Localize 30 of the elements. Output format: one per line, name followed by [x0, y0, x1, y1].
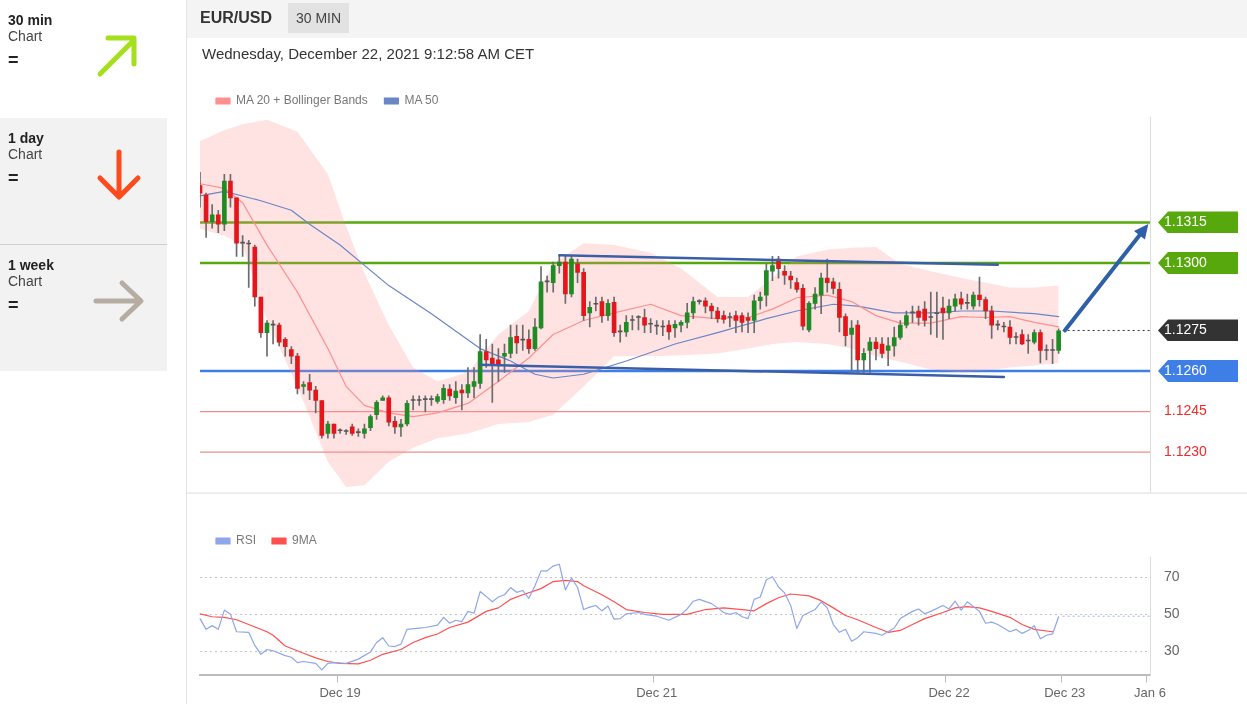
x-tick-label: Dec 21: [636, 684, 678, 700]
x-tick-label: Dec 19: [319, 684, 361, 700]
legend-label: MA 50: [404, 93, 439, 108]
y-tick-label: 1.1275: [1164, 321, 1208, 338]
y-tick-label: 1.1315: [1164, 213, 1208, 230]
y-tick-label: 1.1260: [1164, 361, 1208, 378]
x-tick-label: Jan 6: [1134, 684, 1166, 700]
y-tick-label: 1.1230: [1164, 442, 1208, 459]
text: Chart: [8, 146, 44, 162]
text: 30 min: [8, 12, 54, 28]
x-tick-label: Dec 22: [928, 684, 970, 700]
y-tick-label: 50: [1164, 605, 1180, 622]
text: =: [8, 168, 20, 189]
text: 1 day: [8, 130, 45, 146]
y-tick-label: 1.1245: [1164, 402, 1208, 419]
chart-subtitle: Wednesday, December 22, 2021 9:12:58 AM CET: [202, 45, 535, 62]
legend-label: MA 20 + Bollinger Bands: [236, 93, 368, 108]
x-tick-label: Dec 23: [1044, 684, 1086, 700]
text: =: [8, 50, 20, 71]
text: =: [8, 295, 20, 316]
legend-label: 9MA: [292, 533, 317, 548]
y-tick-label: 1.1300: [1164, 253, 1208, 270]
text: 1 week: [8, 257, 55, 273]
y-tick-label: 30: [1164, 642, 1180, 659]
legend-label: RSI: [236, 533, 257, 548]
text: Chart: [8, 28, 44, 44]
text: 30 MIN: [288, 3, 350, 33]
chart-title: EUR/USD: [200, 9, 273, 27]
y-tick-label: 70: [1164, 568, 1180, 585]
text: Chart: [8, 273, 44, 289]
